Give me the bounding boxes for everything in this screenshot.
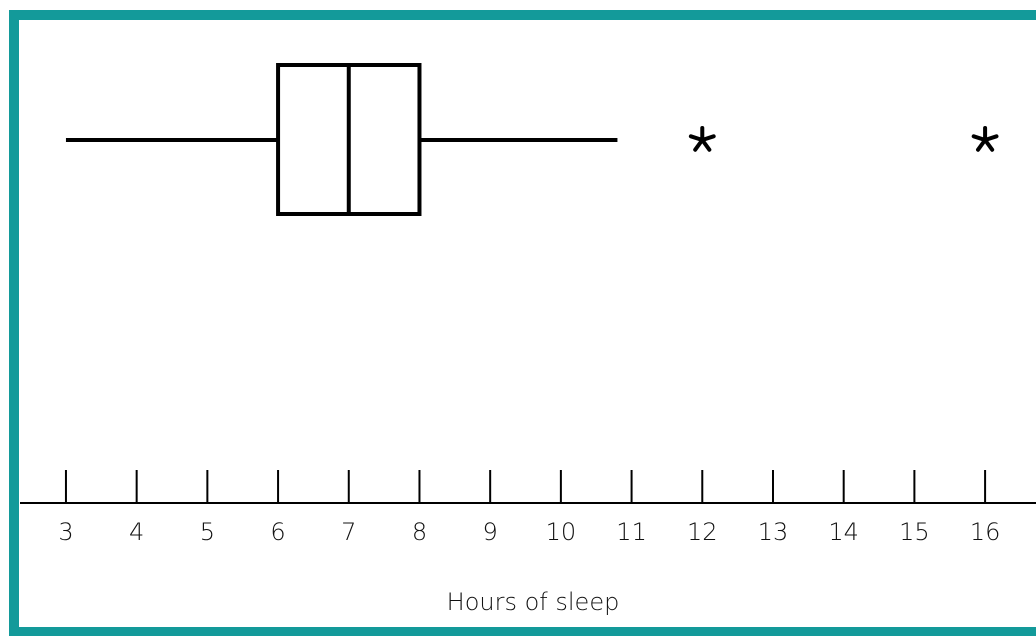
x-tick-label: 5	[200, 518, 215, 546]
x-tick-label: 3	[58, 518, 73, 546]
x-tick-label: 6	[270, 518, 285, 546]
x-tick-label: 9	[483, 518, 498, 546]
x-tick-label: 7	[341, 518, 356, 546]
x-tick-label: 13	[758, 518, 789, 546]
x-tick-label: 4	[129, 518, 144, 546]
outlier	[971, 126, 999, 152]
frame	[9, 10, 1036, 636]
x-tick-label: 14	[828, 518, 859, 546]
x-tick-label: 16	[970, 518, 1001, 546]
x-tick-label: 10	[546, 518, 577, 546]
x-tick-label: 15	[899, 518, 930, 546]
x-tick-label: 8	[412, 518, 427, 546]
x-tick-label: 12	[687, 518, 718, 546]
outlier	[688, 126, 716, 152]
x-tick-label: 11	[616, 518, 647, 546]
x-axis-title: Hours of sleep	[447, 588, 620, 616]
